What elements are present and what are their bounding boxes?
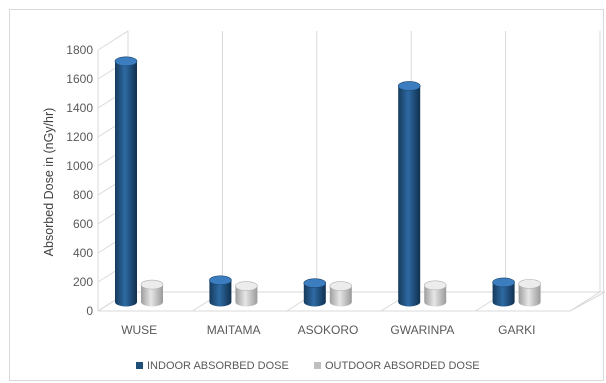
- bar-top-indoor-asokoro: [303, 278, 327, 288]
- y-tick-label: 600: [73, 217, 93, 231]
- bar-top-indoor-gwarinpa: [397, 81, 421, 91]
- bar-indoor-asokoro: [303, 283, 326, 307]
- y-tick-label: 1400: [66, 101, 93, 115]
- bar-top-outdoor-wuse: [140, 279, 164, 290]
- legend-swatch-1: [314, 362, 321, 369]
- y-tick-label: 1000: [66, 159, 93, 173]
- bar-outdoor-maitama: [235, 286, 258, 307]
- x-tick-label: MAITAMA: [207, 323, 261, 337]
- y-tick-label: 1200: [66, 130, 93, 144]
- bar-top-indoor-garki: [492, 277, 515, 288]
- y-tick-label: 1600: [66, 72, 93, 86]
- bar-indoor-gwarinpa: [398, 85, 421, 307]
- category-divider-floor: [569, 291, 601, 312]
- bar-top-indoor-maitama: [209, 275, 232, 286]
- bar-outdoor-asokoro: [329, 286, 352, 307]
- legend-swatch-0: [136, 362, 143, 369]
- y-tick-label: 800: [73, 188, 93, 202]
- x-tick-label: ASOKORO: [298, 323, 359, 337]
- y-axis-ticks: 0 200 400 600 800 1000 1200 1400 1600 1800: [66, 43, 93, 318]
- x-tick-label: GARKI: [498, 323, 535, 337]
- bar-outdoor-gwarinpa: [424, 285, 447, 307]
- legend-label-0: INDOOR ABSORBED DOSE: [147, 360, 289, 372]
- y-tick-label: 400: [73, 246, 93, 260]
- legend-label-1: OUTDOOR ABSORDED DOSE: [325, 360, 480, 372]
- bar-indoor-garki: [492, 282, 515, 307]
- chart-walls: [97, 31, 606, 312]
- x-tick-label: GWARINPA: [390, 323, 454, 337]
- bar-top-outdoor-gwarinpa: [423, 280, 447, 291]
- bar-indoor-wuse: [115, 61, 137, 307]
- x-axis-ticks: WUSE MAITAMA ASOKORO GWARINPA GARKI: [121, 323, 535, 337]
- bar-top-outdoor-maitama: [235, 281, 258, 291]
- bar-indoor-maitama: [209, 280, 232, 307]
- bar-top-outdoor-garki: [518, 279, 541, 289]
- legend: INDOOR ABSORBED DOSE OUTDOOR ABSORDED DOS…: [136, 360, 480, 372]
- bar-top-indoor-wuse: [114, 56, 138, 67]
- bar-top-outdoor-asokoro: [329, 281, 353, 291]
- chart-frame: [9, 9, 604, 381]
- bar-outdoor-wuse: [141, 284, 163, 307]
- x-tick-label: WUSE: [121, 323, 157, 337]
- y-tick-label: 200: [73, 275, 93, 289]
- bars: [114, 56, 541, 307]
- bar-outdoor-garki: [518, 283, 541, 307]
- y-axis-label: Absorbed Dose in (nGy/hr): [42, 108, 56, 257]
- gridline-depth: [97, 30, 129, 51]
- y-tick-label: 1800: [66, 43, 93, 57]
- y-tick-label: 0: [86, 304, 93, 318]
